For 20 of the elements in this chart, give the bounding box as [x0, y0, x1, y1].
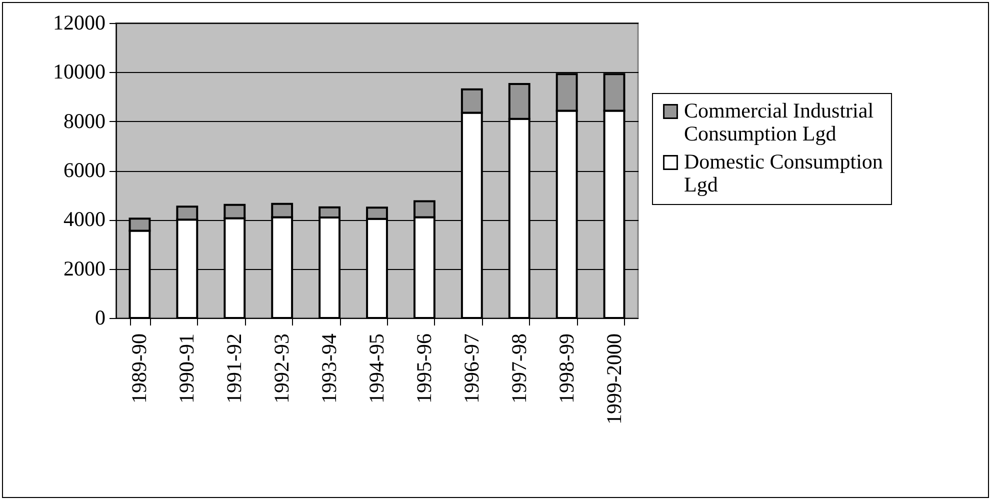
y-tick-label: 6000 [64, 158, 106, 182]
x-tick-label: 1995-96 [412, 334, 436, 404]
x-tick-label: 1999-2000 [602, 334, 626, 424]
x-tick-label: 1992-93 [270, 334, 294, 404]
y-tick-label: 12000 [53, 10, 106, 34]
y-tick-label: 4000 [64, 207, 106, 232]
legend-label: Commercial Industrial Consumption Lgd [684, 98, 874, 146]
x-tick-label: 1990-91 [174, 334, 199, 404]
x-tick-label: 1997-98 [506, 334, 531, 404]
x-tick-label: 1998-99 [554, 334, 578, 404]
y-tick-label: 10000 [53, 60, 106, 84]
y-tick-label: 0 [95, 306, 106, 330]
x-tick-label: 1993-94 [317, 333, 342, 404]
x-tick-label: 1996-97 [459, 334, 484, 404]
x-tick-label: 1989-90 [127, 334, 152, 404]
legend-label: Domestic Consumption Lgd [684, 150, 884, 196]
y-tick-label: 8000 [64, 108, 106, 133]
y-tick-label: 2000 [64, 256, 106, 280]
x-tick-label: 1991-92 [222, 334, 246, 404]
x-tick-label: 1994-95 [364, 334, 388, 404]
